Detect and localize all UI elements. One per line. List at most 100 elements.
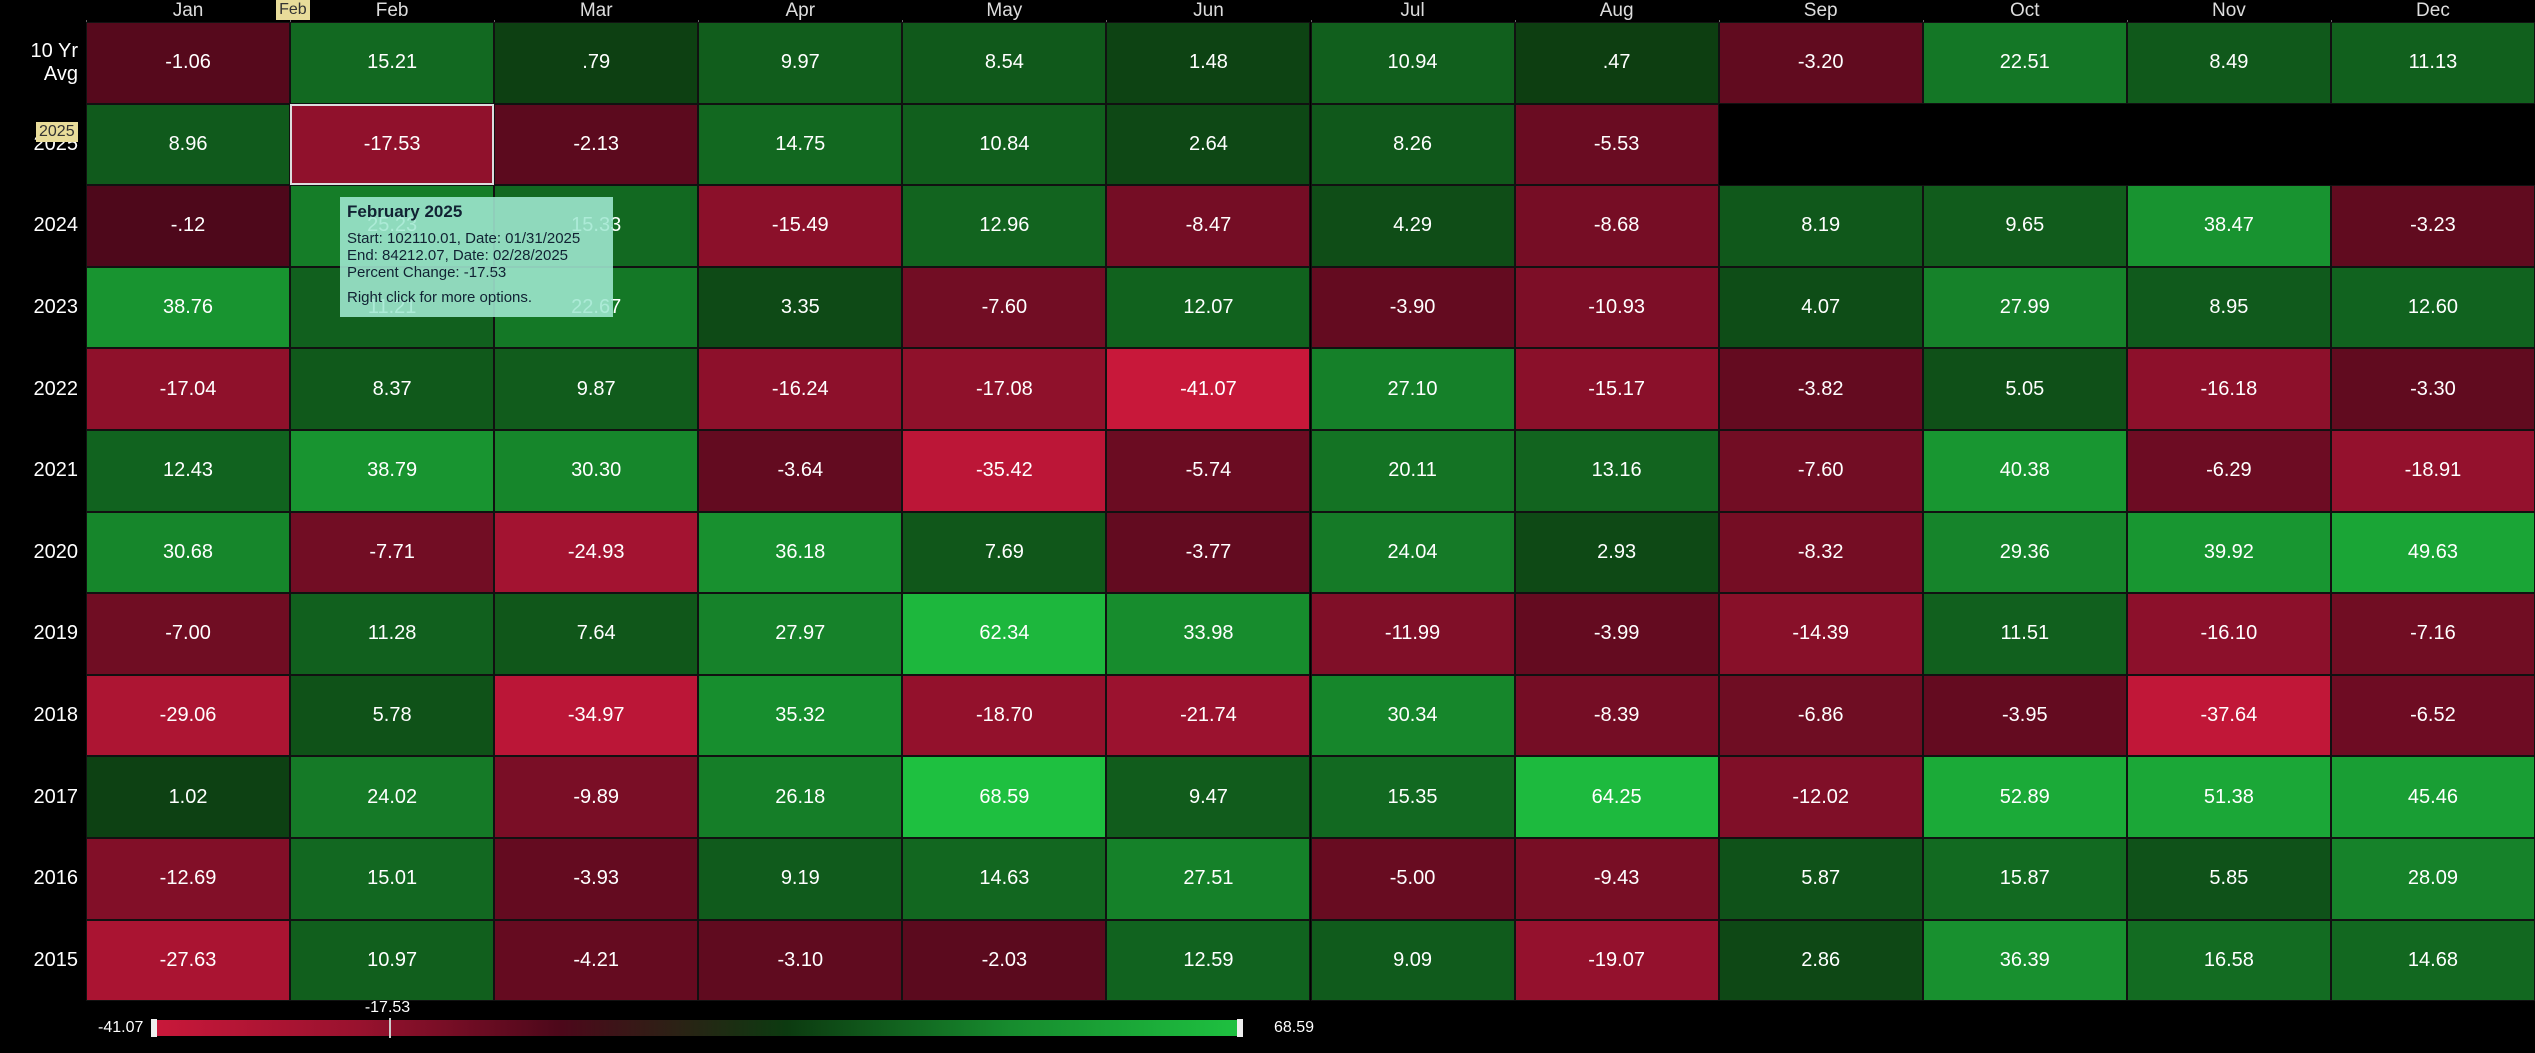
heatmap-cell[interactable]: 9.09 [1310, 919, 1515, 1002]
heatmap-cell[interactable]: 1.02 [86, 756, 291, 838]
heatmap-cell[interactable]: -18.70 [902, 674, 1107, 757]
heatmap-cell[interactable]: 62.34 [902, 593, 1107, 675]
heatmap-cell[interactable]: -3.30 [2330, 348, 2535, 430]
heatmap-cell[interactable]: 12.60 [2330, 266, 2535, 349]
heatmap-cell[interactable]: 12.43 [86, 430, 291, 512]
heatmap-cell[interactable]: 64.25 [1514, 756, 1719, 838]
heatmap-cell[interactable]: -4.21 [494, 919, 699, 1002]
heatmap-cell[interactable]: 13.16 [1514, 430, 1719, 512]
heatmap-cell[interactable]: 22.51 [1922, 22, 2127, 104]
heatmap-cell[interactable]: 5.87 [1718, 838, 1923, 920]
heatmap-cell[interactable]: 29.36 [1922, 511, 2127, 594]
heatmap-cell[interactable]: 15.01 [290, 838, 495, 920]
heatmap-cell[interactable]: -3.64 [698, 430, 903, 512]
heatmap-cell[interactable]: 20.11 [1310, 430, 1515, 512]
heatmap-cell[interactable]: 14.75 [698, 103, 903, 186]
heatmap-cell[interactable]: -29.06 [86, 674, 291, 757]
heatmap-cell[interactable]: -18.91 [2330, 430, 2535, 512]
heatmap-cell[interactable]: .47 [1514, 22, 1719, 104]
heatmap-cell[interactable]: -6.52 [2330, 674, 2535, 757]
heatmap-cell[interactable]: -10.93 [1514, 266, 1719, 349]
heatmap-cell[interactable]: -7.71 [290, 511, 495, 594]
heatmap-cell[interactable]: -2.13 [494, 103, 699, 186]
heatmap-cell[interactable]: 3.35 [698, 266, 903, 349]
heatmap-cell[interactable]: 27.51 [1106, 838, 1311, 920]
heatmap-cell[interactable]: 36.18 [698, 511, 903, 594]
heatmap-cell[interactable]: -5.00 [1310, 838, 1515, 920]
heatmap-cell[interactable]: 27.10 [1310, 348, 1515, 430]
heatmap-cell[interactable]: 12.59 [1106, 919, 1311, 1002]
heatmap-cell[interactable]: 2.86 [1718, 919, 1923, 1002]
heatmap-cell[interactable]: -8.47 [1106, 185, 1311, 267]
heatmap-cell[interactable]: -6.86 [1718, 674, 1923, 757]
heatmap-cell[interactable]: 36.39 [1922, 919, 2127, 1002]
heatmap-cell[interactable]: 28.09 [2330, 838, 2535, 920]
heatmap-cell[interactable]: -1.06 [86, 22, 291, 104]
heatmap-cell[interactable]: 26.18 [698, 756, 903, 838]
heatmap-cell[interactable]: -3.77 [1106, 511, 1311, 594]
heatmap-cell[interactable]: -35.42 [902, 430, 1107, 512]
heatmap-cell[interactable]: -8.32 [1718, 511, 1923, 594]
heatmap-cell[interactable]: 35.32 [698, 674, 903, 757]
heatmap-cell[interactable]: -9.43 [1514, 838, 1719, 920]
heatmap-cell[interactable]: 8.19 [1718, 185, 1923, 267]
heatmap-cell[interactable]: -41.07 [1106, 348, 1311, 430]
heatmap-cell[interactable]: -15.17 [1514, 348, 1719, 430]
heatmap-cell[interactable]: 24.02 [290, 756, 495, 838]
heatmap-cell[interactable]: 2.93 [1514, 511, 1719, 594]
heatmap-cell[interactable]: 9.47 [1106, 756, 1311, 838]
heatmap-cell[interactable]: 9.87 [494, 348, 699, 430]
heatmap-cell[interactable]: -.12 [86, 185, 291, 267]
heatmap-cell[interactable]: 8.96 [86, 103, 291, 186]
heatmap-cell[interactable]: -12.02 [1718, 756, 1923, 838]
heatmap-cell[interactable]: 27.99 [1922, 266, 2127, 349]
heatmap-cell[interactable]: .79 [494, 22, 699, 104]
heatmap-cell[interactable]: 40.38 [1922, 430, 2127, 512]
heatmap-cell[interactable]: -3.93 [494, 838, 699, 920]
heatmap-cell[interactable]: -37.64 [2126, 674, 2331, 757]
heatmap-cell[interactable]: -16.10 [2126, 593, 2331, 675]
heatmap-cell[interactable]: -14.39 [1718, 593, 1923, 675]
heatmap-cell[interactable]: 11.51 [1922, 593, 2127, 675]
heatmap-cell[interactable]: -34.97 [494, 674, 699, 757]
heatmap-cell[interactable]: 16.58 [2126, 919, 2331, 1002]
heatmap-cell[interactable]: -12.69 [86, 838, 291, 920]
heatmap-cell[interactable]: 15.87 [1922, 838, 2127, 920]
heatmap-cell[interactable]: 15.21 [290, 22, 495, 104]
heatmap-cell[interactable]: -7.60 [1718, 430, 1923, 512]
heatmap-cell[interactable]: 1.48 [1106, 22, 1311, 104]
heatmap-cell[interactable]: 12.07 [1106, 266, 1311, 349]
heatmap-cell[interactable]: 7.69 [902, 511, 1107, 594]
heatmap-cell[interactable]: 5.78 [290, 674, 495, 757]
heatmap-cell[interactable]: -11.99 [1310, 593, 1515, 675]
heatmap-cell[interactable]: 5.05 [1922, 348, 2127, 430]
heatmap-cell[interactable]: -7.60 [902, 266, 1107, 349]
heatmap-cell[interactable]: -5.74 [1106, 430, 1311, 512]
heatmap-cell[interactable]: -9.89 [494, 756, 699, 838]
heatmap-cell[interactable]: 51.38 [2126, 756, 2331, 838]
heatmap-cell[interactable]: 9.65 [1922, 185, 2127, 267]
heatmap-cell[interactable]: -3.82 [1718, 348, 1923, 430]
heatmap-cell[interactable]: 2.64 [1106, 103, 1311, 186]
heatmap-cell[interactable]: 4.07 [1718, 266, 1923, 349]
heatmap-cell[interactable]: -3.23 [2330, 185, 2535, 267]
heatmap-cell[interactable]: 4.29 [1310, 185, 1515, 267]
heatmap-cell[interactable]: -7.16 [2330, 593, 2535, 675]
heatmap-cell[interactable]: -3.10 [698, 919, 903, 1002]
heatmap-cell[interactable]: 5.85 [2126, 838, 2331, 920]
heatmap-cell[interactable]: 15.35 [1310, 756, 1515, 838]
heatmap-cell[interactable]: 8.54 [902, 22, 1107, 104]
heatmap-cell[interactable]: 30.34 [1310, 674, 1515, 757]
heatmap-cell[interactable]: -19.07 [1514, 919, 1719, 1002]
heatmap-cell[interactable]: -3.95 [1922, 674, 2127, 757]
heatmap-cell[interactable]: -16.18 [2126, 348, 2331, 430]
heatmap-cell[interactable]: 52.89 [1922, 756, 2127, 838]
heatmap-cell[interactable]: 39.92 [2126, 511, 2331, 594]
heatmap-cell[interactable]: 38.79 [290, 430, 495, 512]
heatmap-cell[interactable]: 8.26 [1310, 103, 1515, 186]
heatmap-cell[interactable]: -15.49 [698, 185, 903, 267]
heatmap-cell[interactable]: 8.37 [290, 348, 495, 430]
heatmap-cell[interactable]: 68.59 [902, 756, 1107, 838]
heatmap-cell[interactable]: -17.08 [902, 348, 1107, 430]
heatmap-cell[interactable]: 38.47 [2126, 185, 2331, 267]
